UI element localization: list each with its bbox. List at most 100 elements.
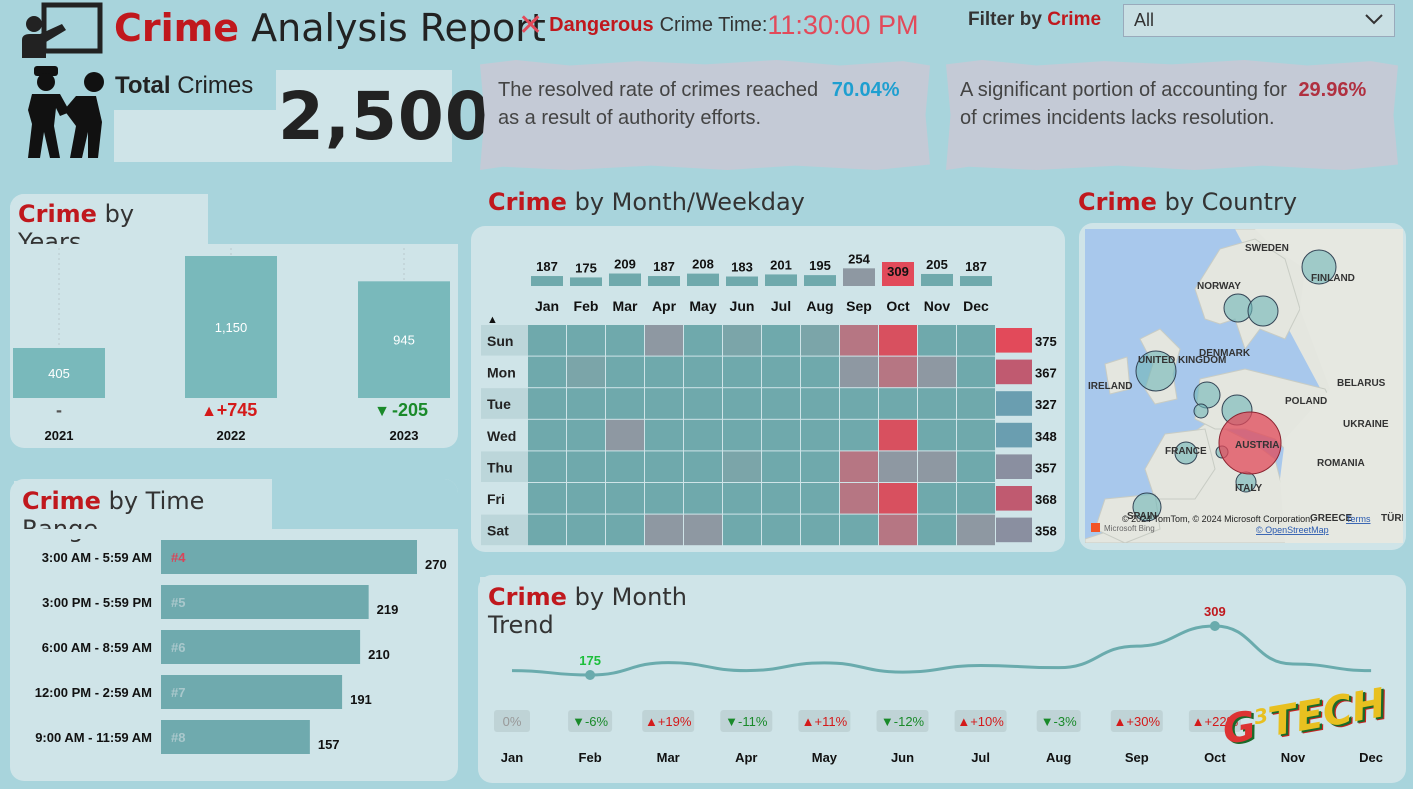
heatmap-cell <box>762 483 800 514</box>
time-range-bar <box>161 585 369 619</box>
heatmap-cell <box>879 514 917 546</box>
heatmap-cell <box>762 451 800 482</box>
trend-title-red: Crime <box>488 583 567 611</box>
heatmap-cell <box>645 451 683 482</box>
heatmap-cell <box>645 388 683 419</box>
trend-month-label: Oct <box>1204 750 1226 765</box>
change-badge-text: 0% <box>503 714 522 729</box>
year-bar-label: 1,150 <box>215 320 248 335</box>
map-bing-label: Microsoft Bing <box>1104 524 1155 533</box>
heatmap-title: Crime by Month/Weekday <box>480 182 815 224</box>
map-terms-link[interactable]: Terms <box>1346 514 1371 524</box>
weekday-total-label: 348 <box>1035 429 1057 444</box>
microsoft-logo-icon <box>1091 523 1100 532</box>
time-range-label: 3:00 AM - 5:59 AM <box>42 550 152 565</box>
heatmap-cell <box>606 388 644 419</box>
weekday-label: Tue <box>487 396 511 412</box>
change-badge <box>642 710 695 732</box>
month-total-label: 254 <box>848 251 870 266</box>
country-label: BELARUS <box>1337 378 1386 389</box>
weekday-total-bar <box>996 359 1032 385</box>
total-crimes-label: Total Crimes <box>115 72 254 100</box>
heatmap-cell <box>528 514 566 546</box>
change-badge-text: ▲+10% <box>957 714 1004 729</box>
heatmap-cell <box>879 388 917 419</box>
country-bubble <box>1193 381 1221 409</box>
heatmap-cell <box>684 451 722 482</box>
weekday-label-bg <box>481 419 528 451</box>
heatmap-cell <box>606 356 644 388</box>
weekday-total-bar <box>996 517 1032 543</box>
heatmap-cell <box>801 388 839 419</box>
title-red: Crime <box>114 6 240 50</box>
time-range-rank: #6 <box>171 640 185 655</box>
country-label: UNITED KINGDOM <box>1138 355 1226 366</box>
map-attribution: © 2024 TomTom, © 2024 Microsoft Corporat… <box>1122 514 1313 524</box>
unresolved-text2: of crimes incidents lacks resolution. <box>960 107 1275 129</box>
heatmap-cell <box>606 514 644 546</box>
heatmap-cell <box>879 483 917 514</box>
heatmap-cell <box>645 356 683 388</box>
time-range-title: Crime by Time Range <box>14 481 272 543</box>
month-total-label: 309 <box>887 264 909 279</box>
filter-label: Filter by Crime <box>968 9 1101 31</box>
time-range-label: 12:00 PM - 2:59 AM <box>35 685 152 700</box>
month-total-bar <box>882 262 914 286</box>
month-axis-label: Sep <box>846 298 872 314</box>
month-total-label: 195 <box>809 258 831 273</box>
weekday-label: Sat <box>487 523 509 539</box>
time-range-label: 6:00 AM - 8:59 AM <box>42 640 152 655</box>
time-range-value: 191 <box>350 692 372 707</box>
year-bar-label: 945 <box>393 333 415 348</box>
heatmap-cell <box>840 514 878 546</box>
month-total-bar <box>531 276 563 286</box>
heatmap-cell <box>567 483 605 514</box>
time-range-rank: #4 <box>171 550 186 565</box>
month-total-bar <box>843 268 875 286</box>
heatmap-cell <box>723 356 761 388</box>
heatmap-cell <box>762 325 800 356</box>
heatmap-cell <box>840 388 878 419</box>
trend-month-label: Feb <box>579 750 602 765</box>
time-range-rank: #5 <box>171 595 185 610</box>
month-axis-label: Nov <box>924 298 951 314</box>
europe-map[interactable]: SWEDEN FINLAND NORWAY UNITED KINGDOM IRELAND… <box>1085 229 1403 543</box>
heatmap-cell <box>918 325 956 356</box>
kpi-label-b: Crimes <box>177 72 254 99</box>
land-shape <box>1144 428 1216 500</box>
time-range-bar <box>161 675 343 709</box>
heatmap-cell <box>762 419 800 451</box>
map-osm-link[interactable]: © OpenStreetMap <box>1256 525 1329 535</box>
time-range-value: 219 <box>377 602 399 617</box>
heatmap-cell <box>567 388 605 419</box>
heatmap-cell <box>957 388 995 419</box>
country-title-rest: by Country <box>1164 188 1298 216</box>
heatmap-cell <box>762 388 800 419</box>
weekday-total-bar <box>996 422 1032 448</box>
time-range-title-red: Crime <box>22 487 101 515</box>
heatmap-cell <box>567 356 605 388</box>
weekday-label: Fri <box>487 491 505 507</box>
heatmap-cell <box>528 388 566 419</box>
trend-month-label: Jul <box>971 750 990 765</box>
time-range-label: 3:00 PM - 5:59 PM <box>42 595 152 610</box>
trend-month-label: Jan <box>501 750 523 765</box>
month-axis-label: Jul <box>771 298 791 314</box>
heatmap-cell <box>684 356 722 388</box>
heatmap-cell <box>606 483 644 514</box>
heatmap-cell <box>567 451 605 482</box>
kpi-label-a: Total <box>115 72 171 99</box>
heatmap-cell <box>528 356 566 388</box>
month-total-bar <box>570 277 602 286</box>
month-axis-label: Jun <box>730 298 755 314</box>
heatmap-cell <box>879 325 917 356</box>
heatmap-chart: 187 Jan 175 Feb 209 Mar 187 Apr 208 May 183 Jun 201 J… <box>481 251 1057 546</box>
weekday-total-bar <box>996 486 1032 511</box>
crime-filter-dropdown[interactable]: All <box>1123 4 1395 37</box>
heatmap-cell <box>528 325 566 356</box>
crime-time-value: 11:30:00 PM <box>767 10 919 40</box>
time-range-label: 9:00 AM - 11:59 AM <box>35 730 152 745</box>
country-bubble <box>1174 441 1198 465</box>
heatmap-title-rest: by Month/Weekday <box>574 188 805 216</box>
heatmap-cell <box>801 514 839 546</box>
